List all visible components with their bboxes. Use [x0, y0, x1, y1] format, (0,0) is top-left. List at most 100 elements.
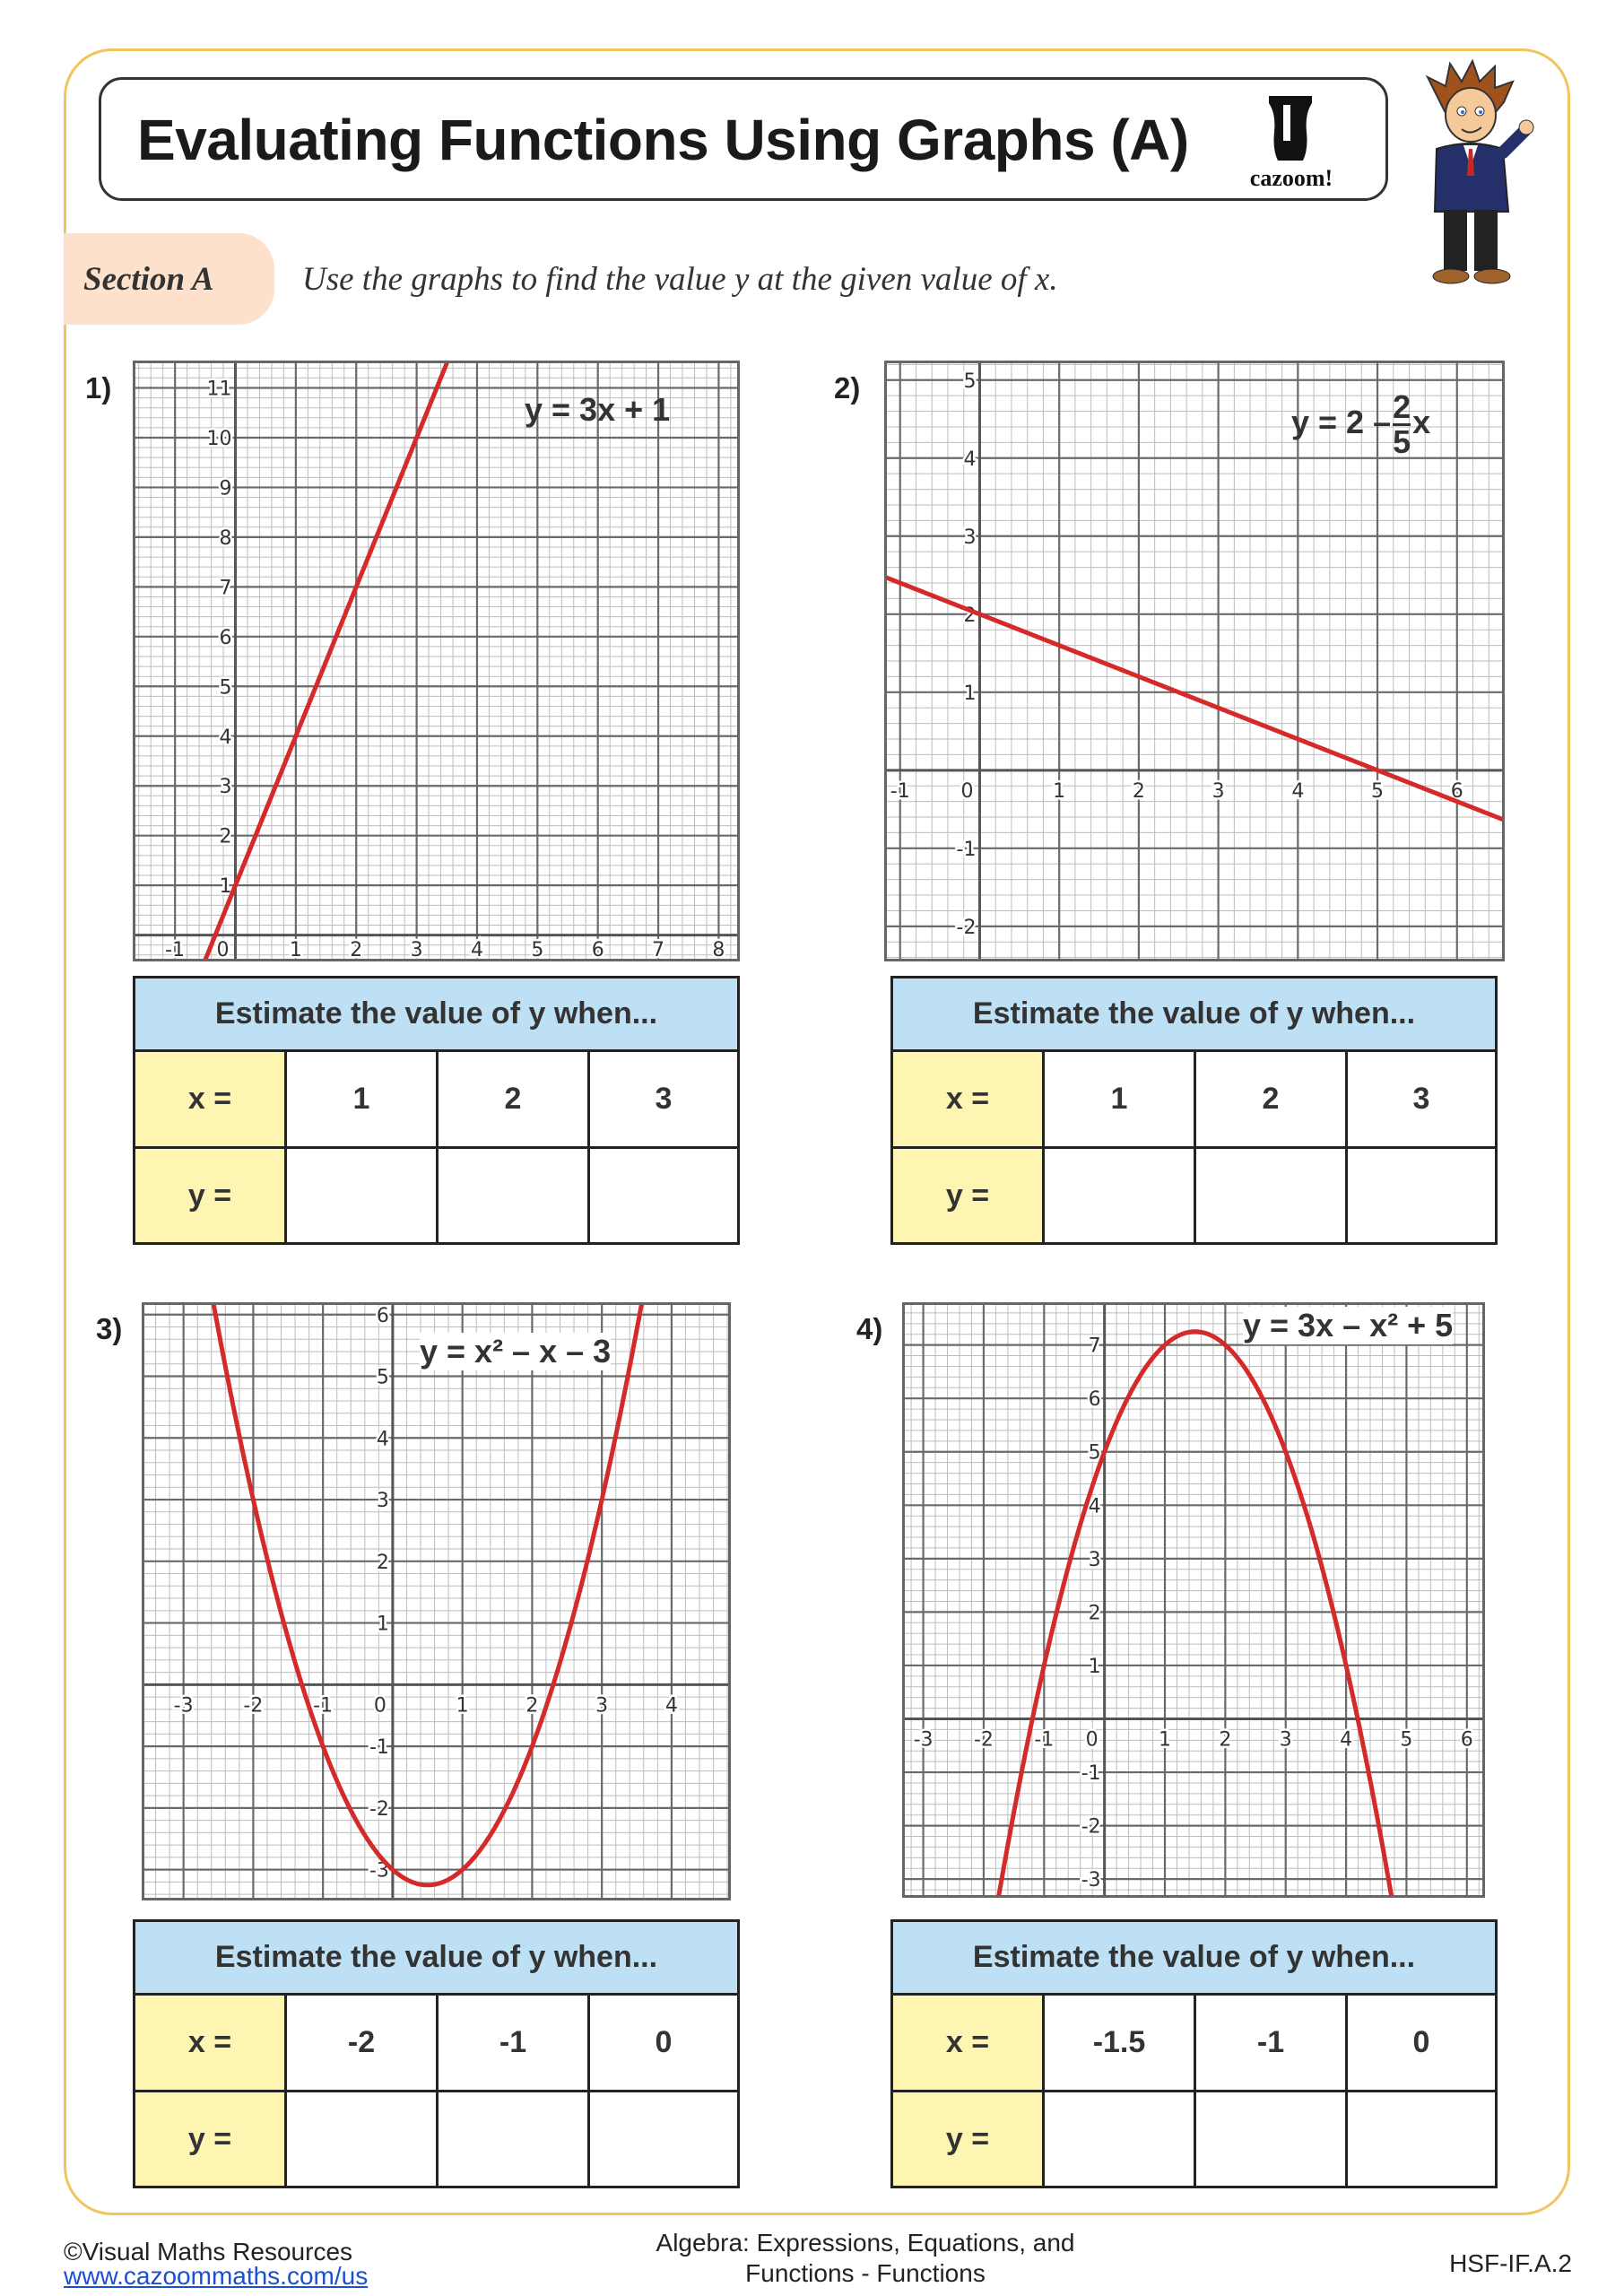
- footer-copyright: ©Visual Maths Resources: [64, 2238, 353, 2266]
- y-answer-cell[interactable]: [439, 1149, 590, 1242]
- y-answer-cell[interactable]: [1348, 1149, 1495, 1242]
- x-value-cell: 0: [1348, 1996, 1495, 2092]
- x-value-cell: -2: [287, 1996, 439, 2092]
- y-label-cell: y =: [135, 2092, 287, 2186]
- answer-table-3: Estimate the value of y when... x = -2 -…: [133, 1919, 740, 2188]
- x-value-cell: 1: [287, 1052, 439, 1149]
- y-tick-label: -1: [369, 1736, 389, 1759]
- y-answer-cell[interactable]: [1045, 2092, 1196, 2186]
- y-answer-cell[interactable]: [287, 2092, 439, 2186]
- x-tick-label: -1: [1034, 1729, 1054, 1752]
- minor-gridlines: [884, 361, 1505, 961]
- plot-background: [142, 1302, 731, 1900]
- x-value-cell: -1: [439, 1996, 590, 2092]
- question-number-2: 2): [834, 371, 861, 404]
- y-tick-label: 2: [220, 826, 232, 848]
- page-border: [64, 48, 1570, 2215]
- y-answer-cell[interactable]: [1348, 2092, 1495, 2186]
- x-tick-label: -3: [914, 1729, 934, 1752]
- footer-link[interactable]: www.cazoommaths.com/us: [64, 2262, 369, 2290]
- fraction-numerator: 2: [1393, 388, 1411, 426]
- plot-border: [902, 1302, 1485, 1898]
- y-label-cell: y =: [893, 1149, 1045, 1242]
- x-tick-label: 5: [531, 939, 543, 961]
- y-label-cell: y =: [893, 2092, 1045, 2186]
- x-tick-label: 4: [471, 939, 483, 961]
- plot-background: [133, 361, 740, 961]
- graph-3: -3 -2 -1 0 1 2 3 4 -3 -2 -1 1 2 3 4 5 6: [142, 1302, 731, 1900]
- x-tick-label: 0: [217, 939, 230, 961]
- y-answer-cell[interactable]: [590, 1149, 737, 1242]
- y-answer-cell[interactable]: [1196, 1149, 1348, 1242]
- x-value-cell: 2: [439, 1052, 590, 1149]
- equation-label-4: y = 3x – x² + 5: [1243, 1307, 1454, 1344]
- y-tick-label: -3: [369, 1860, 389, 1883]
- y-tick-label: 1: [1089, 1656, 1101, 1678]
- plot-border: [133, 361, 740, 961]
- y-tick-label: 6: [1089, 1388, 1101, 1411]
- x-tick-label: 1: [290, 939, 302, 961]
- x-tick-label: 3: [1212, 780, 1225, 803]
- y-tick-label: 3: [220, 776, 232, 798]
- x-tick-label: 5: [1371, 780, 1384, 803]
- minor-gridlines: [133, 361, 740, 961]
- function-curve: [211, 1302, 645, 1888]
- x-tick-label: 1: [1053, 780, 1065, 803]
- y-tick-label: 7: [220, 577, 232, 599]
- x-label-cell: x =: [135, 1052, 287, 1149]
- function-curve: [995, 1329, 1394, 1898]
- y-tick-label: 5: [963, 370, 976, 393]
- table-header: Estimate the value of y when...: [893, 978, 1495, 1052]
- y-tick-label: 3: [1089, 1549, 1101, 1571]
- y-tick-label: 7: [1089, 1335, 1101, 1358]
- y-tick-label: -2: [369, 1798, 389, 1821]
- x-tick-label: 0: [374, 1694, 386, 1717]
- answer-table-2: Estimate the value of y when... x = 1 2 …: [890, 976, 1498, 1245]
- x-tick-label: 1: [456, 1694, 469, 1717]
- y-answer-cell[interactable]: [1196, 2092, 1348, 2186]
- title-box: Evaluating Functions Using Graphs (A) ca…: [99, 77, 1388, 201]
- y-label-cell: y =: [135, 1149, 287, 1242]
- answer-table-1: Estimate the value of y when... x = 1 2 …: [133, 976, 740, 1245]
- x-tick-label: 4: [1291, 780, 1304, 803]
- equation-suffix: x: [1412, 404, 1431, 441]
- x-label-cell: x =: [135, 1996, 287, 2092]
- x-tick-label: 2: [525, 1694, 538, 1717]
- x-tick-label: 2: [1219, 1729, 1231, 1752]
- y-answer-cell[interactable]: [590, 2092, 737, 2186]
- y-answer-cell[interactable]: [287, 1149, 439, 1242]
- y-tick-label: 1: [963, 683, 976, 705]
- y-answer-cell[interactable]: [1045, 1149, 1196, 1242]
- question-number-3: 3): [96, 1312, 123, 1345]
- y-tick-label: 2: [377, 1552, 389, 1574]
- equation-prefix: y = 2 –: [1291, 404, 1392, 441]
- x-tick-label: 4: [665, 1694, 678, 1717]
- section-label: Section A: [83, 261, 214, 298]
- function-curve: [884, 574, 1505, 822]
- y-tick-label: 6: [377, 1305, 389, 1327]
- major-gridlines: [133, 361, 740, 961]
- y-tick-label: -3: [1081, 1869, 1101, 1892]
- x-tick-label: -2: [243, 1694, 263, 1717]
- x-tick-label: 0: [1086, 1729, 1099, 1752]
- y-answer-cell[interactable]: [439, 2092, 590, 2186]
- x-tick-label: 4: [1340, 1729, 1352, 1752]
- table-header: Estimate the value of y when...: [135, 1922, 737, 1996]
- x-value-cell: 1: [1045, 1052, 1196, 1149]
- x-value-cell: -1.5: [1045, 1996, 1196, 2092]
- table-header: Estimate the value of y when...: [135, 978, 737, 1052]
- table-header: Estimate the value of y when...: [893, 1922, 1495, 1996]
- minor-gridlines: [142, 1302, 731, 1900]
- x-value-cell: 2: [1196, 1052, 1348, 1149]
- x-tick-label: 0: [960, 780, 973, 803]
- x-label-cell: x =: [893, 1052, 1045, 1149]
- footer-standard-code: HSF-IF.A.2: [1449, 2249, 1572, 2277]
- y-tick-label: 4: [377, 1428, 389, 1450]
- equation-label-2: y = 2 –2 5 x: [1291, 391, 1430, 458]
- fraction-denominator: 5: [1393, 423, 1411, 460]
- footer-topic: Algebra: Expressions, Equations, and Fun…: [538, 2228, 1193, 2289]
- y-tick-label: 2: [1089, 1602, 1101, 1624]
- y-tick-label: 10: [207, 428, 232, 450]
- y-tick-label: 5: [1089, 1442, 1101, 1465]
